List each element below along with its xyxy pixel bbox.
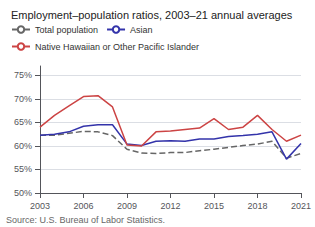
svg-text:2009: 2009 [117,201,137,211]
svg-text:Asian: Asian [130,25,153,35]
svg-text:2018: 2018 [247,201,267,211]
svg-text:60%: 60% [14,141,32,151]
svg-text:50%: 50% [14,188,32,198]
svg-text:Employment–population ratios,: Employment–population ratios, 2003–21 an… [11,9,293,21]
svg-text:Total population: Total population [35,25,98,35]
svg-text:2006: 2006 [73,201,93,211]
svg-text:65%: 65% [14,117,32,127]
svg-text:2012: 2012 [160,201,180,211]
svg-text:55%: 55% [14,164,32,174]
svg-text:2003: 2003 [30,201,50,211]
svg-text:Source: U.S. Bureau of Labor S: Source: U.S. Bureau of Labor Statistics. [6,215,165,225]
svg-text:2015: 2015 [204,201,224,211]
svg-text:Native Hawaiian or Other Pacif: Native Hawaiian or Other Pacific Islande… [35,42,199,52]
svg-text:75%: 75% [14,70,32,80]
svg-text:2021: 2021 [291,201,311,211]
svg-text:70%: 70% [14,94,32,104]
